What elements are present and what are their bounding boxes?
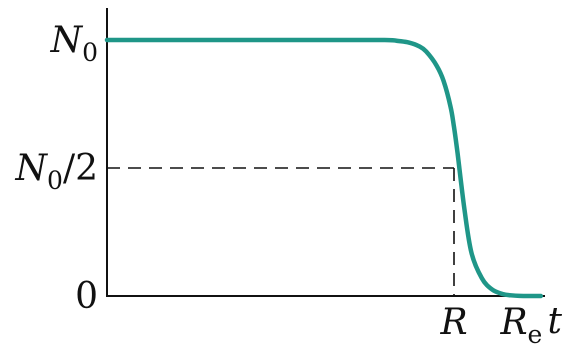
series-curve: [104, 37, 544, 299]
x-tick-label-R: R: [439, 302, 467, 343]
y-tick-label-N0: N0: [50, 20, 98, 67]
axes: [106, 8, 545, 297]
y-tick-label-N0-half: N0/2: [15, 148, 98, 195]
x-axis-label: t: [548, 301, 563, 342]
x-tick-label-Re: Re: [499, 302, 542, 346]
guides: [107, 167, 455, 296]
y-tick-label-zero: 0: [75, 276, 98, 317]
